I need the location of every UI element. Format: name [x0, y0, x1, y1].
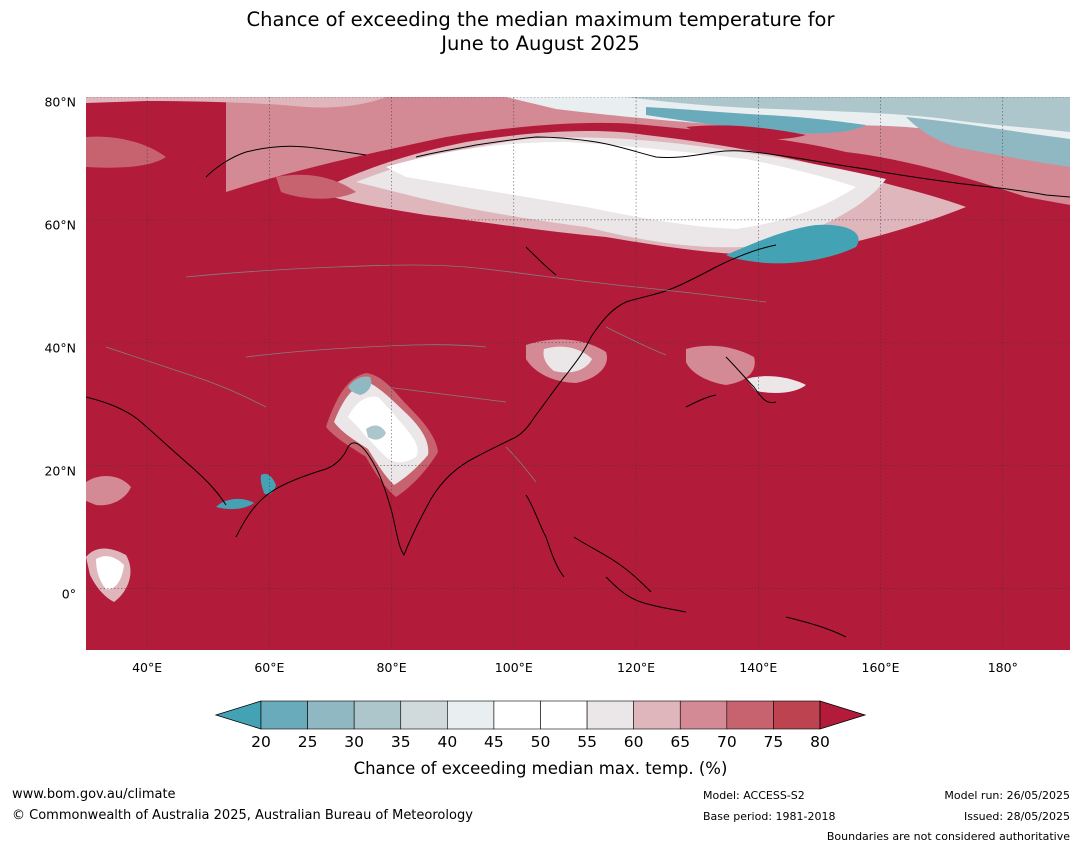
- footer-issued: Issued: 28/05/2025: [963, 810, 1070, 823]
- colorbar-segment: [726, 700, 774, 730]
- colorbar-tick-label: 20: [251, 733, 271, 751]
- latitude-tick-label: 40°N: [44, 340, 76, 356]
- colorbar-tick-label: 75: [763, 733, 784, 751]
- colorbar-segment: [493, 700, 541, 730]
- map-canvas: [86, 97, 1070, 650]
- longitude-tick-label: 180°: [987, 660, 1018, 675]
- footer-model: Model: ACCESS-S2: [703, 789, 805, 802]
- colorbar-segment: [586, 700, 634, 730]
- longitude-tick-label: 160°E: [861, 660, 900, 675]
- colorbar-segment: [400, 700, 448, 730]
- footer-url: www.bom.gov.au/climate: [12, 787, 176, 802]
- longitude-tick-label: 120°E: [617, 660, 656, 675]
- chart-title: Chance of exceeding the median maximum t…: [0, 8, 1081, 56]
- colorbar-segment: [540, 700, 588, 730]
- colorbar-segment: [633, 700, 681, 730]
- colorbar-label: Chance of exceeding median max. temp. (%…: [0, 759, 1081, 778]
- colorbar-segment: [353, 700, 402, 730]
- longitude-tick-label: 40°E: [132, 660, 163, 675]
- colorbar-tick-label: 35: [390, 733, 411, 751]
- colorbar-tick-label: 50: [530, 733, 551, 751]
- coastlines: [86, 136, 1070, 638]
- colorbar-segment: [260, 700, 308, 730]
- siberia-anomaly-zone: [86, 97, 1070, 264]
- title-line-1: Chance of exceeding the median maximum t…: [246, 8, 835, 31]
- latitude-tick-label: 20°N: [44, 463, 76, 479]
- india-anomaly-zone: [326, 373, 438, 497]
- colorbar-segment: [447, 700, 495, 730]
- footer-copyright: © Commonwealth of Australia 2025, Austra…: [12, 808, 473, 823]
- minor-anomaly-patches: [86, 136, 806, 602]
- footer-base-period: Base period: 1981-2018: [703, 810, 836, 823]
- colorbar-tick-label: 80: [810, 733, 830, 751]
- latitude-tick-label: 60°N: [44, 217, 76, 233]
- colorbar-tick-label: 60: [623, 733, 644, 751]
- colorbar-label-text: Chance of exceeding median max. temp. (%…: [353, 759, 728, 778]
- longitude-tick-label: 140°E: [739, 660, 778, 675]
- colorbar-segment: [307, 700, 355, 730]
- colorbar-tick-label: 30: [344, 733, 365, 751]
- colorbar-segment: [773, 700, 821, 730]
- longitude-tick-label: 60°E: [254, 660, 285, 675]
- colorbar-tick-label: 25: [297, 733, 318, 751]
- colorbar-segment: [679, 700, 728, 730]
- footer-disclaimer: Boundaries are not considered authoritat…: [826, 830, 1070, 843]
- latitude-tick-label: 80°N: [44, 94, 76, 110]
- longitude-tick-label: 80°E: [376, 660, 407, 675]
- longitude-tick-label: 100°E: [494, 660, 533, 675]
- colorbar-extend-low: [214, 700, 262, 730]
- colorbar-tick-label: 70: [716, 733, 737, 751]
- colorbar-tick-label: 55: [577, 733, 597, 751]
- latitude-tick-label: 0°: [61, 586, 76, 602]
- graticule: [86, 97, 1070, 650]
- colorbar-tick-label: 65: [670, 733, 691, 751]
- colorbar-tick-label: 45: [484, 733, 504, 751]
- colorbar-tick-label: 40: [437, 733, 458, 751]
- footer-model-run: Model run: 26/05/2025: [944, 789, 1070, 802]
- forecast-map: [86, 97, 1070, 650]
- country-borders: [105, 264, 767, 483]
- title-line-2: June to August 2025: [441, 32, 640, 55]
- colorbar-extend-high: [819, 700, 867, 730]
